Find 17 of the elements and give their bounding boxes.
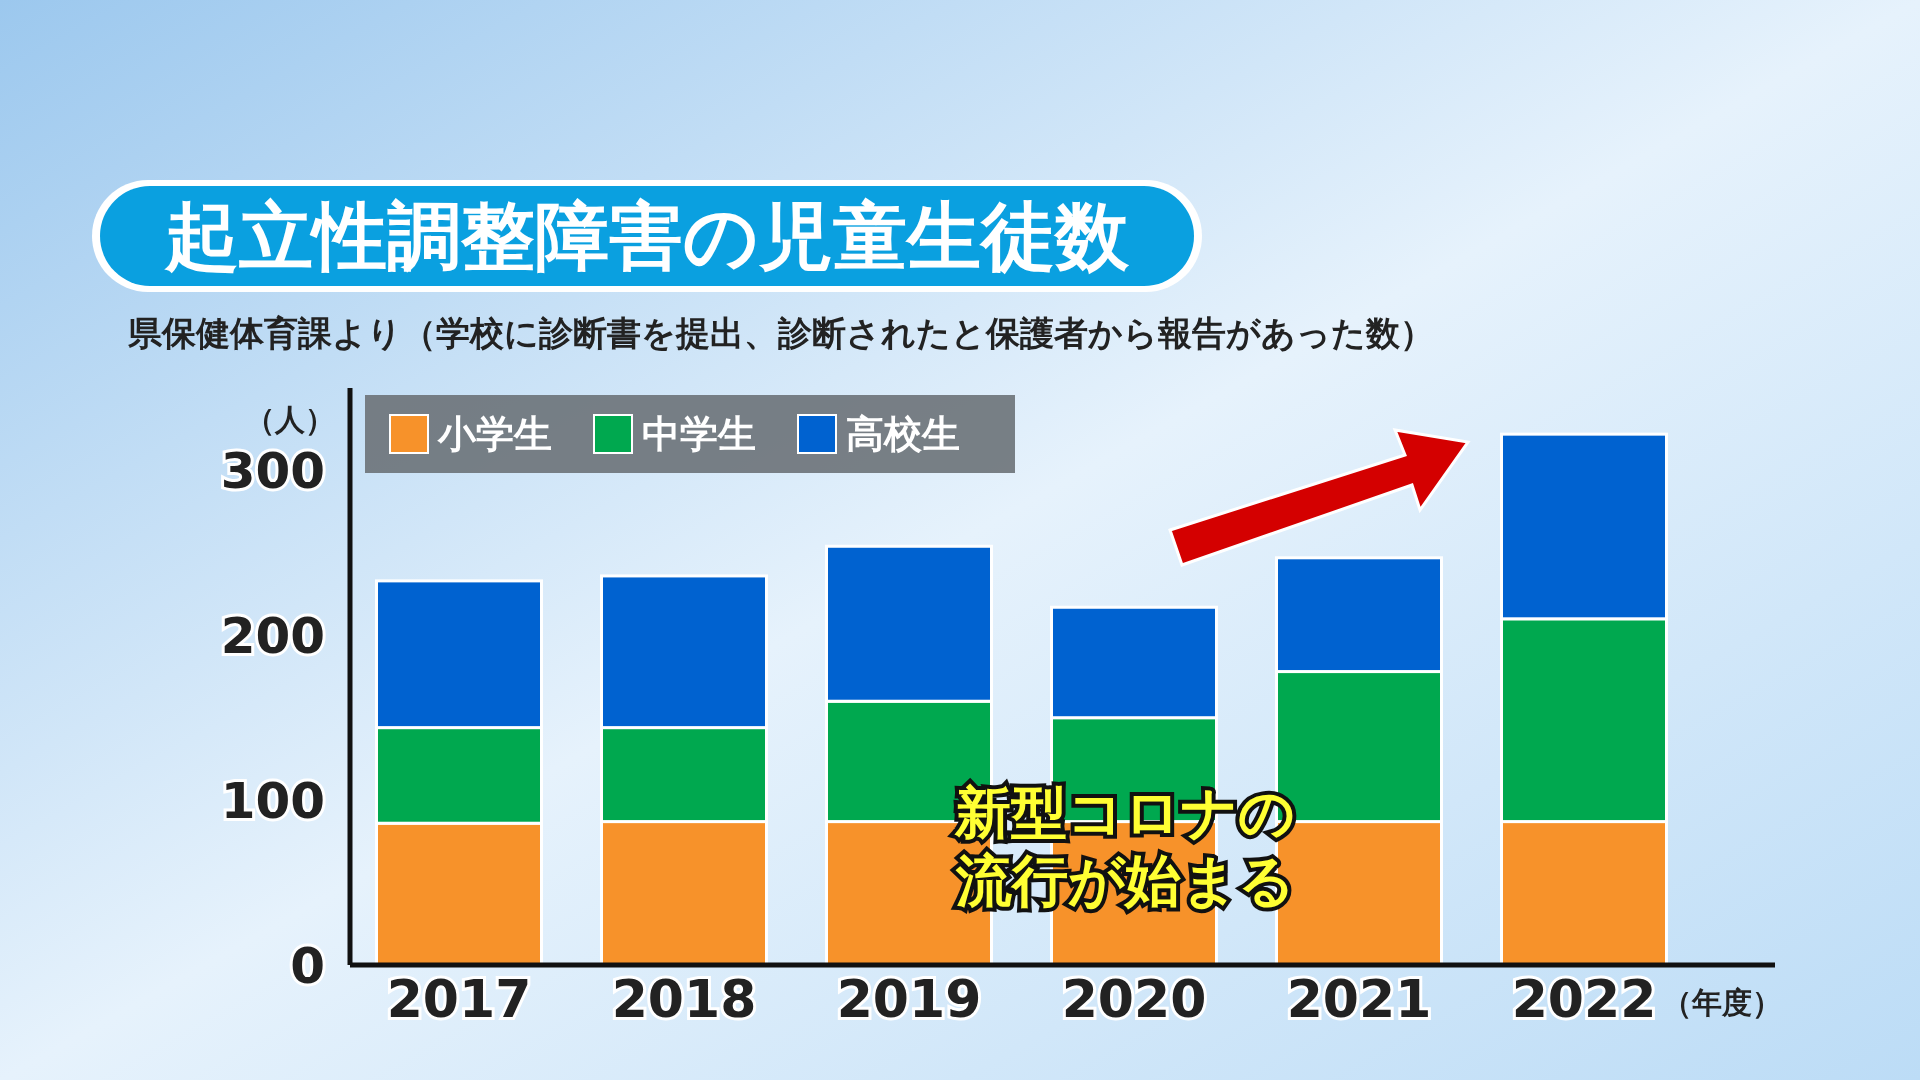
x-tick-label: 2020 (1061, 969, 1207, 1029)
chart-title: 起立性調整障害の児童生徒数 (164, 193, 1130, 279)
y-tick-label: 0 (290, 937, 325, 995)
y-tick-label: 300 (220, 442, 325, 501)
x-tick-label: 2022 (1511, 969, 1657, 1029)
x-tick-label: 2017 (386, 969, 532, 1029)
x-axis-title: （年度） (1662, 985, 1782, 1020)
x-tick-label: 2018 (611, 969, 757, 1029)
x-tick-label: 2021 (1286, 969, 1432, 1029)
legend-label: 高校生 (846, 412, 960, 456)
chart-subtitle: 県保健体育課より（学校に診断書を提出、診断されたと保護者から報告があった数） (127, 313, 1434, 353)
y-tick-label: 200 (220, 607, 325, 666)
y-tick-label: 100 (220, 772, 325, 831)
y-axis-title: （人） (245, 402, 335, 437)
legend-label: 小学生 (437, 412, 552, 456)
x-tick-label: 2019 (836, 969, 982, 1029)
legend-label: 中学生 (642, 412, 756, 456)
